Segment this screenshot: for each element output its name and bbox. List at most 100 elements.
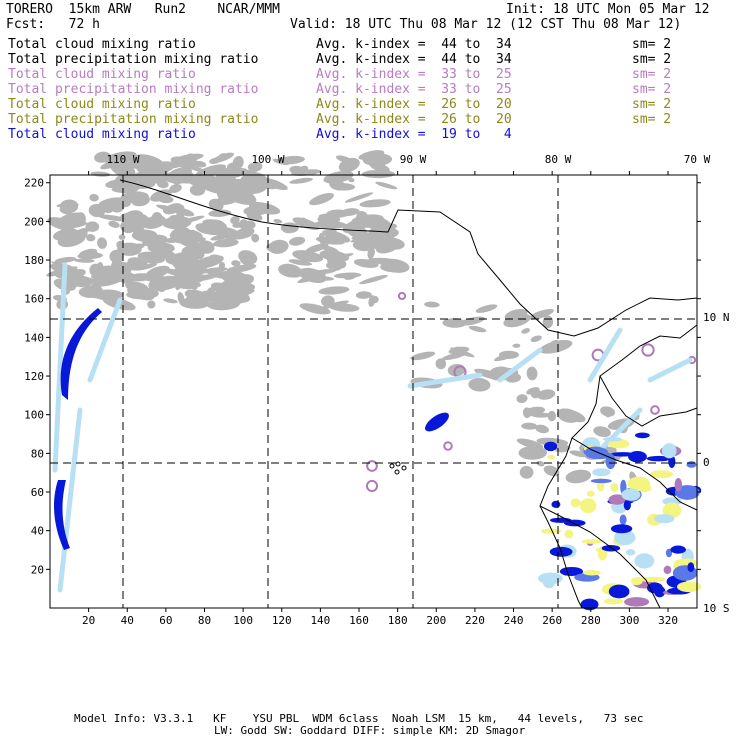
- convective-cell: [630, 576, 643, 586]
- cloud-patch: [333, 272, 362, 279]
- convective-cell: [649, 470, 673, 479]
- cloud-patch: [208, 209, 232, 217]
- island: [394, 469, 400, 475]
- cloud-patch: [194, 292, 207, 307]
- precip-contour: [366, 460, 378, 472]
- convective-cell: [570, 498, 581, 508]
- cloud-patch: [299, 303, 331, 315]
- cloud-patch: [600, 406, 616, 417]
- cloud-patch: [305, 243, 329, 253]
- model-info-line1: Model Info: V3.3.1 KF YSU PBL WDM 6class…: [74, 712, 644, 725]
- convective-cell: [674, 478, 683, 492]
- x-tick-label: 20: [82, 614, 95, 627]
- cloud-patch: [359, 274, 388, 285]
- cloud-patch: [593, 426, 611, 438]
- cloud-patch: [110, 161, 136, 178]
- convective-cell: [601, 544, 621, 552]
- x-tick-label: 300: [619, 614, 639, 627]
- cloud-patch: [321, 245, 339, 254]
- cloud-patch: [318, 286, 350, 295]
- island: [401, 465, 407, 471]
- cloud-patch: [526, 366, 538, 381]
- cloud-patch: [318, 233, 326, 246]
- cloud-patch: [192, 160, 207, 168]
- cloud-patch: [203, 173, 236, 190]
- cloud-patch: [169, 229, 203, 243]
- convective-cell: [603, 598, 624, 605]
- cloud-patch: [121, 244, 134, 255]
- legend-k-index: Avg. k-index = 33 to 25: [316, 82, 512, 97]
- cloud-patch: [380, 263, 408, 273]
- cloud-patch: [361, 169, 395, 179]
- cloud-patch: [168, 215, 176, 227]
- cloud-patch: [512, 343, 521, 348]
- cloud-streak: [52, 262, 68, 473]
- convective-cell: [634, 432, 650, 439]
- cloud-patch: [336, 155, 353, 164]
- convective-cell: [687, 562, 695, 573]
- y-tick-label: 180: [24, 254, 44, 267]
- cloud-patch: [516, 394, 528, 404]
- x-tick-label: 80: [198, 614, 211, 627]
- valid-time: Valid: 18 UTC Thu 08 Mar 12 (12 CST Thu …: [290, 17, 682, 32]
- convective-cell: [654, 514, 675, 524]
- cloud-patch: [210, 231, 236, 241]
- legend-k-index: Avg. k-index = 26 to 20: [316, 112, 512, 127]
- cloud-patch: [518, 445, 548, 460]
- cloud-patch: [56, 202, 79, 208]
- cloud-patch: [218, 287, 236, 298]
- cloud-patch: [187, 274, 218, 282]
- legend-smoothing: sm= 2: [632, 52, 672, 67]
- cloud-patch: [47, 217, 75, 231]
- cloud-patch: [521, 422, 538, 430]
- cloud-patch: [328, 303, 360, 312]
- x-tick-label: 260: [542, 614, 562, 627]
- y-tick-label: 120: [24, 370, 44, 383]
- precip-contour: [397, 291, 407, 301]
- y-tick-label: 200: [24, 215, 44, 228]
- y-tick-label: 100: [24, 409, 44, 422]
- legend-field-name: Total cloud mixing ratio: [8, 67, 196, 82]
- cloud-patch: [368, 223, 398, 235]
- cloud-patch: [537, 389, 556, 400]
- convective-cell: [661, 443, 677, 459]
- cloud-patch: [535, 424, 549, 434]
- y-tick-label: 60: [31, 486, 44, 499]
- x-tick-label: 100: [233, 614, 253, 627]
- x-tick-label: 220: [465, 614, 485, 627]
- x-tick-label: 280: [581, 614, 601, 627]
- cloud-patch: [91, 268, 112, 279]
- convective-cell: [668, 455, 676, 469]
- precip-contour: [641, 343, 655, 357]
- cloud-patch: [111, 186, 138, 194]
- cloud-patch: [468, 325, 487, 333]
- cloud-patch: [155, 279, 168, 293]
- cloud-patch: [355, 291, 372, 299]
- cloud-patch: [163, 298, 178, 304]
- y-tick-label: 160: [24, 293, 44, 306]
- cloud-patch: [528, 308, 554, 320]
- cloud-streak: [407, 372, 483, 389]
- longitude-label: 90 W: [400, 153, 427, 166]
- cloud-patch: [52, 228, 80, 241]
- cloud-patch: [556, 408, 580, 423]
- y-tick-label: 40: [31, 525, 44, 538]
- cloud-patch: [209, 254, 222, 260]
- cloud-patch: [370, 295, 379, 304]
- cloud-patch: [103, 274, 122, 281]
- convective-cell: [608, 584, 630, 599]
- cloud-patch: [526, 387, 540, 395]
- cloud-patch: [221, 270, 248, 285]
- cloud-patch: [280, 266, 303, 278]
- cloud-patch: [569, 450, 589, 458]
- cloud-patch: [424, 301, 440, 308]
- x-tick-label: 120: [272, 614, 292, 627]
- cloud-patch: [494, 351, 518, 362]
- cloud-patch: [348, 177, 355, 183]
- island: [395, 461, 401, 467]
- convective-cell: [627, 476, 651, 492]
- cloud-patch: [125, 281, 149, 294]
- cloud-streak: [647, 357, 693, 383]
- border-line: [539, 505, 661, 609]
- convective-cell: [686, 461, 697, 468]
